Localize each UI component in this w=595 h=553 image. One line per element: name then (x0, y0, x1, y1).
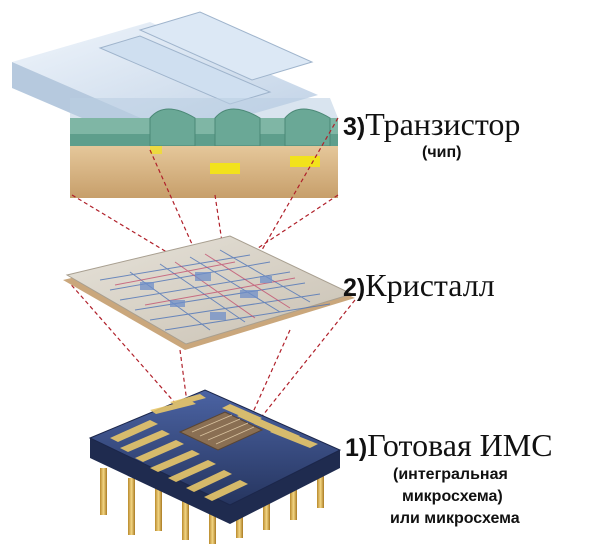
label-transistor-title: Транзистор (365, 106, 521, 142)
label-transistor: 3)Транзистор (343, 106, 520, 143)
label-ic-sub-3: или микросхема (390, 510, 520, 527)
crystal-layer (63, 235, 355, 350)
label-transistor-sub: (чип) (422, 144, 462, 161)
label-ic-sub-2: микросхема) (402, 488, 503, 505)
label-ic-number: 1) (345, 434, 368, 462)
label-crystal: 2)Кристалл (343, 267, 495, 304)
label-transistor-number: 3) (343, 113, 366, 141)
label-ic-title: Готовая ИМС (367, 427, 553, 463)
label-crystal-title: Кристалл (365, 267, 495, 303)
label-ic-sub-1: (интегральная (393, 466, 508, 483)
transistor-layer (12, 11, 338, 198)
label-crystal-number: 2) (343, 274, 366, 302)
label-ic: 1)Готовая ИМС (345, 427, 553, 464)
ic-package (88, 389, 342, 544)
